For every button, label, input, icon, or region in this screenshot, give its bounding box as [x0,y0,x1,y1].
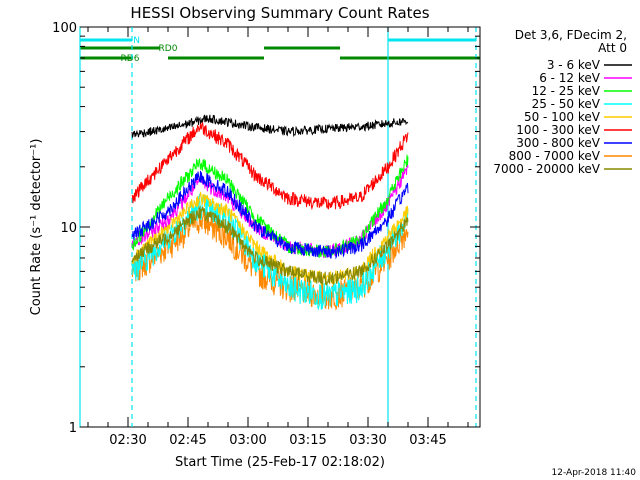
legend-label: 3 - 6 keV [547,58,601,72]
legend-label: 800 - 7000 keV [509,149,601,163]
flag-label-rd6: RD6 [121,54,140,64]
data-series [131,114,409,311]
legend-label: 6 - 12 keV [539,71,601,85]
y-axis-ticks: 1 10 100 [52,21,480,436]
x-tick-label: 02:30 [109,433,146,448]
legend-label: 12 - 25 keV [532,84,601,98]
legend-label: 7000 - 20000 keV [493,162,600,176]
legend-label: 50 - 100 keV [524,110,601,124]
x-tick-label: 03:15 [289,433,326,448]
y-tick-label: 100 [52,21,77,36]
flag-label-n: N [133,36,140,46]
legend-label: 300 - 800 keV [516,136,600,150]
x-axis-label: Start Time (25-Feb-17 02:18:02) [175,455,385,470]
y-tick-label: 1 [69,421,77,436]
legend-title-line1: Det 3,6, FDecim 2, [515,28,627,42]
x-tick-label: 03:30 [349,433,386,448]
x-tick-label: 03:00 [229,433,266,448]
series-line-100-300-kev [131,122,409,211]
flag-bars: N RD0 RD6 [80,36,480,64]
y-axis-label: Count Rate (s⁻¹ detector⁻¹) [29,139,44,316]
legend-label: 25 - 50 keV [532,97,601,111]
series-line-300-800-kev [131,170,409,260]
legend-label: 100 - 300 keV [516,123,600,137]
x-axis-ticks: 02:30 02:45 03:00 03:15 03:30 03:45 [87,27,469,448]
footer-timestamp: 12-Apr-2018 11:40 [552,468,637,478]
series-line-3-6-kev [131,114,409,138]
legend-title-line2: Att 0 [598,41,627,55]
series-line-7000-20000-kev [131,205,409,287]
flag-label-rd0: RD0 [159,44,178,54]
chart-title: HESSI Observing Summary Count Rates [130,4,429,22]
x-tick-label: 02:45 [169,433,206,448]
y-tick-label: 10 [60,221,77,236]
x-tick-label: 03:45 [409,433,446,448]
